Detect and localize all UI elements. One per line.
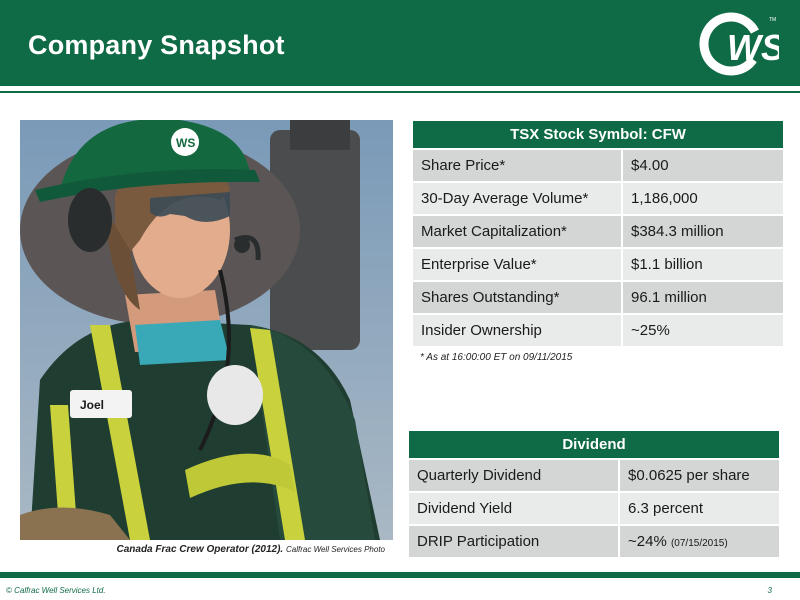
row-label: Insider Ownership bbox=[411, 313, 623, 348]
photo-caption: Canada Frac Crew Operator (2012). Calfra… bbox=[20, 544, 385, 555]
row-label: Market Capitalization* bbox=[411, 214, 623, 249]
row-value: ~25% bbox=[621, 313, 785, 348]
row-value: $4.00 bbox=[621, 148, 785, 183]
calfrac-ws-logo-icon: WS TM bbox=[699, 12, 779, 76]
table-row: Quarterly Dividend $0.0625 per share bbox=[407, 458, 781, 493]
row-value: $0.0625 per share bbox=[618, 458, 781, 493]
svg-text:TM: TM bbox=[769, 17, 776, 23]
row-label: Enterprise Value* bbox=[411, 247, 623, 282]
row-value: 1,186,000 bbox=[621, 181, 785, 216]
row-label: Dividend Yield bbox=[407, 491, 620, 526]
table-row: Insider Ownership ~25% bbox=[411, 313, 785, 348]
row-value: 6.3 percent bbox=[618, 491, 781, 526]
row-value: 96.1 million bbox=[621, 280, 785, 315]
row-value-note: (07/15/2015) bbox=[670, 538, 728, 549]
stock-table-header: TSX Stock Symbol: CFW bbox=[411, 119, 785, 150]
table-row: Share Price* $4.00 bbox=[411, 148, 785, 183]
table-row: Market Capitalization* $384.3 million bbox=[411, 214, 785, 249]
caption-text: Canada Frac Crew Operator (2012). bbox=[116, 544, 284, 555]
name-tag-text: Joel bbox=[80, 398, 104, 412]
row-label: 30-Day Average Volume* bbox=[411, 181, 623, 216]
page-number: 3 bbox=[767, 586, 772, 595]
caption-credit: Calfrac Well Services Photo bbox=[286, 545, 385, 554]
table-row: 30-Day Average Volume* 1,186,000 bbox=[411, 181, 785, 216]
table-row: Dividend Yield 6.3 percent bbox=[407, 491, 781, 526]
footer-bar bbox=[0, 572, 800, 578]
logo-text: WS bbox=[727, 27, 779, 68]
operator-photo: WS Joel bbox=[20, 120, 393, 540]
page-title: Company Snapshot bbox=[28, 30, 285, 60]
dividend-table-header: Dividend bbox=[407, 429, 781, 460]
table-row: DRIP Participation ~24% (07/15/2015) bbox=[407, 524, 781, 559]
row-value: $384.3 million bbox=[621, 214, 785, 249]
stock-table: TSX Stock Symbol: CFW Share Price* $4.00… bbox=[411, 119, 785, 348]
row-value: $1.1 billion bbox=[621, 247, 785, 282]
table-row: Shares Outstanding* 96.1 million bbox=[411, 280, 785, 315]
stock-footnote: * As at 16:00:00 ET on 09/11/2015 bbox=[420, 352, 573, 363]
dividend-table: Dividend Quarterly Dividend $0.0625 per … bbox=[407, 429, 781, 559]
header-divider bbox=[0, 91, 800, 93]
row-label: Shares Outstanding* bbox=[411, 280, 623, 315]
helmet-badge-text: WS bbox=[176, 136, 195, 150]
row-label: Quarterly Dividend bbox=[407, 458, 620, 493]
header-bar: Company Snapshot WS TM bbox=[0, 0, 800, 86]
copyright-text: © Calfrac Well Services Ltd. bbox=[6, 586, 106, 595]
row-value-cell: ~24% (07/15/2015) bbox=[618, 524, 781, 559]
table-row: Enterprise Value* $1.1 billion bbox=[411, 247, 785, 282]
row-value: ~24% bbox=[628, 533, 667, 550]
row-label: DRIP Participation bbox=[407, 524, 620, 559]
row-label: Share Price* bbox=[411, 148, 623, 183]
